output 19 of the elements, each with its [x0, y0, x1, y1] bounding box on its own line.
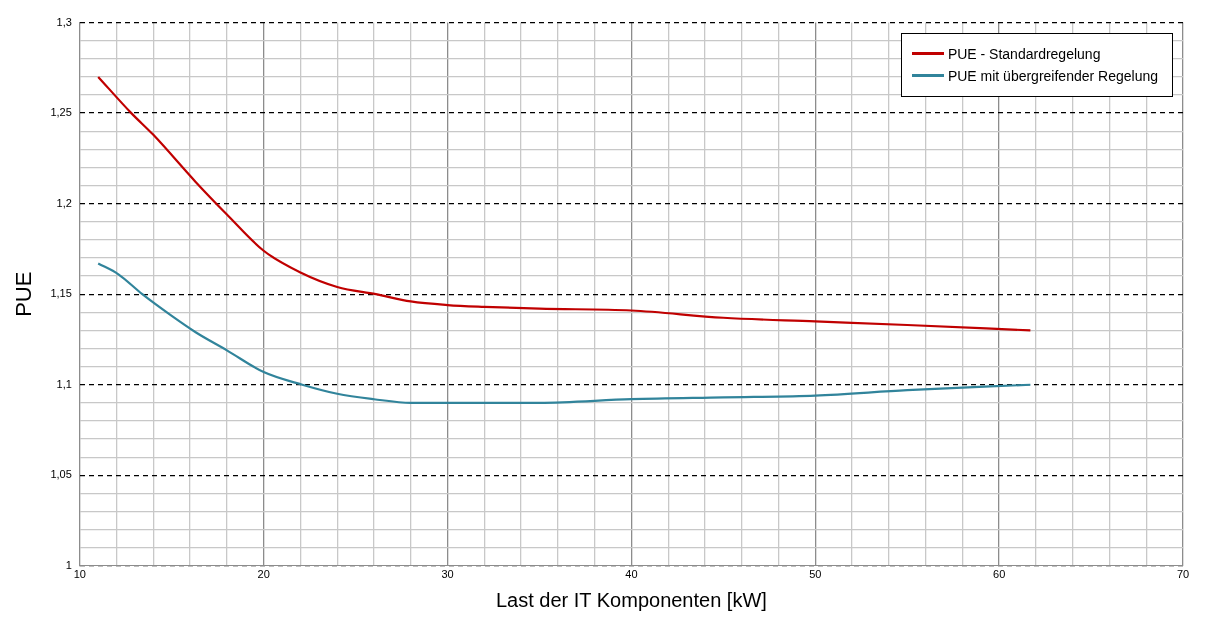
y-tick-label: 1,25: [50, 106, 72, 119]
y-tick-label: 1,1: [56, 377, 72, 390]
x-tick-label: 20: [257, 568, 270, 581]
x-tick-label: 30: [441, 568, 454, 581]
x-tick-label: 50: [809, 568, 822, 581]
y-tick-label: 1,15: [50, 287, 72, 300]
y-tick-label: 1,3: [56, 15, 72, 28]
x-axis-title: Last der IT Komponenten [kW]: [495, 588, 767, 611]
y-axis-title: PUE: [11, 271, 37, 317]
y-tick-label: 1,05: [50, 468, 72, 481]
y-tick-label: 1: [65, 558, 72, 571]
y-tick-label: 1,2: [56, 196, 72, 209]
legend-label: PUE - Standardregelung: [947, 45, 1101, 62]
x-tick-label: 40: [625, 568, 638, 581]
x-tick-label: 70: [1176, 568, 1190, 581]
x-tick-label: 10: [73, 568, 86, 581]
line-series: [97, 262, 1032, 404]
legend-label: PUE mit übergreifender Regelung: [947, 67, 1158, 84]
x-tick-label: 60: [993, 568, 1006, 581]
